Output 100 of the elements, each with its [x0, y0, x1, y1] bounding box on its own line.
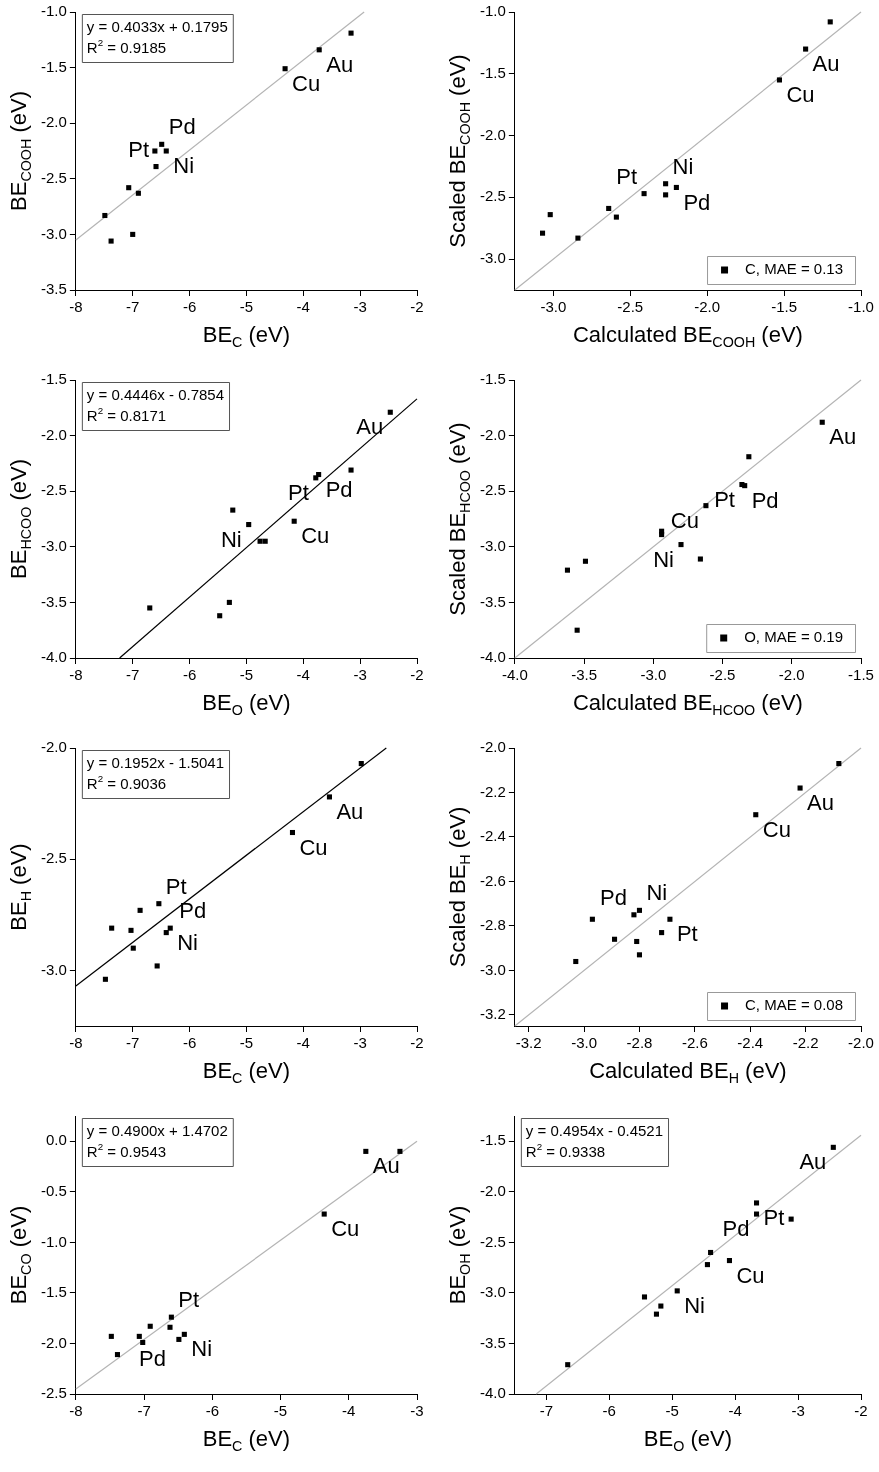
annotation: Au: [829, 424, 857, 450]
annotation: Ni: [684, 1292, 706, 1318]
x-tick-label: -3.0: [571, 1034, 598, 1052]
x-tick-label: -5: [273, 1402, 288, 1420]
point: [659, 930, 665, 936]
x-tick-label: -2: [854, 1402, 868, 1420]
point: [663, 192, 669, 198]
point: [703, 503, 709, 509]
annotation: Pd: [325, 476, 353, 502]
x-tick-label: -6: [182, 666, 197, 684]
annotation: Au: [372, 1153, 400, 1179]
point: [704, 1262, 710, 1268]
x-tick-label: -3: [410, 1402, 424, 1420]
point: [246, 522, 252, 528]
y-tick-label: -3.5: [479, 1333, 506, 1351]
y-tick-label: -3.5: [40, 592, 67, 610]
point: [539, 230, 546, 236]
annotation: Au: [812, 51, 840, 77]
y-tick-label: -3.0: [40, 536, 67, 554]
point: [582, 558, 589, 564]
point: [678, 542, 684, 548]
point: [358, 761, 364, 767]
point: [137, 907, 143, 913]
x-tick-label: -3.5: [571, 666, 598, 684]
point: [114, 1352, 121, 1358]
annotation: Ni: [672, 153, 694, 179]
y-tick-label: -2.5: [479, 187, 506, 205]
y-axis-title: Scaled BEH (eV): [445, 806, 473, 968]
annotation: Cu: [736, 1262, 765, 1288]
point: [673, 184, 679, 190]
x-tick-label: -6: [602, 1402, 616, 1420]
y-tick-label: -3.0: [479, 1283, 506, 1301]
x-tick-label: -4: [296, 1034, 310, 1052]
point: [289, 829, 296, 836]
point: [152, 148, 158, 154]
annotation: Cu: [292, 70, 321, 96]
point: [753, 1211, 760, 1217]
y-tick-label: -2.0: [40, 738, 67, 756]
y-tick-label: -1.5: [479, 1131, 506, 1149]
point: [257, 538, 263, 544]
annotation: Pt: [763, 1205, 785, 1230]
point: [674, 1288, 680, 1294]
point: [797, 785, 803, 791]
x-tick-label: -3: [353, 298, 367, 316]
point: [659, 532, 665, 538]
y-tick-label: -3.5: [479, 592, 506, 610]
annotation: Cu: [786, 82, 815, 108]
point: [565, 1362, 571, 1368]
point: [217, 613, 223, 619]
annotation: Au: [807, 790, 834, 816]
x-tick-label: -2.5: [709, 666, 736, 684]
annotation: Au: [326, 51, 354, 77]
x-tick-label: -8: [69, 298, 83, 316]
point: [136, 1333, 142, 1339]
point: [564, 567, 571, 573]
annotation: Pt: [288, 479, 309, 505]
x-tick-label: -1.5: [771, 298, 798, 316]
point: [547, 212, 553, 218]
annotation: y = 0.4033x + 0.1795: [86, 18, 228, 36]
point: [168, 1314, 174, 1320]
point: [776, 77, 783, 83]
point: [788, 1216, 794, 1222]
annotation: Pd: [600, 884, 627, 910]
x-tick-label: -7: [137, 1402, 151, 1420]
x-tick-label: -7: [126, 1034, 140, 1052]
point: [636, 907, 643, 913]
y-tick-label: -2.0: [40, 425, 67, 443]
point: [827, 19, 833, 25]
x-tick-label: -8: [69, 1402, 83, 1420]
x-tick-label: -6: [205, 1402, 219, 1420]
x-tick-label: -1.5: [848, 666, 874, 684]
point: [397, 1148, 403, 1154]
y-tick-label: -2.5: [479, 481, 506, 499]
y-tick-label: -1.5: [479, 370, 506, 388]
x-tick-label: -3: [353, 666, 367, 684]
x-tick-label: -4: [728, 1402, 742, 1420]
annotation: Pt: [178, 1287, 200, 1313]
x-tick-label: -4: [296, 666, 310, 684]
point: [631, 912, 637, 918]
annotation: Pt: [714, 486, 735, 512]
y-axis-title: BEH (eV): [6, 843, 34, 931]
x-tick-label: -3: [353, 1034, 367, 1052]
legend-label: C, MAE = 0.13: [745, 260, 844, 278]
point: [163, 930, 169, 936]
annotation: Au: [336, 798, 364, 824]
y-tick-label: -2.0: [40, 113, 67, 131]
point: [836, 761, 842, 767]
x-tick-label: -5: [239, 1034, 254, 1052]
y-tick-label: -0.5: [40, 1181, 67, 1199]
y-tick-label: -2.0: [479, 425, 506, 443]
point: [819, 419, 825, 425]
y-tick-label: -3.0: [40, 224, 67, 242]
point: [163, 148, 169, 154]
x-tick-label: -5: [239, 666, 254, 684]
annotation: Cu: [331, 1216, 360, 1242]
point: [641, 191, 647, 197]
y-tick-label: -1.0: [40, 2, 67, 20]
annotation: Pt: [616, 163, 638, 189]
x-tick-label: -1.0: [848, 298, 874, 316]
x-tick-label: -4.0: [501, 666, 528, 684]
